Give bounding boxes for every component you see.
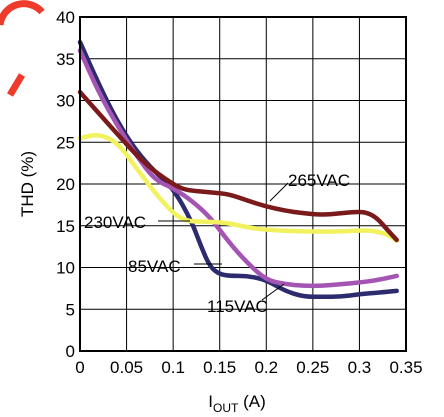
x-tick-label: 0.3 [348,358,372,377]
x-tick-label: 0.15 [203,358,236,377]
chart-grid [80,17,406,351]
y-tick-label: 15 [56,217,75,236]
series-line-230vac [77,133,399,244]
x-tick-labels: 0 0.05 0.1 0.15 0.2 0.25 0.3 0.35 [75,358,422,377]
annotation-leaders [158,182,289,301]
y-tick-label: 35 [56,50,75,69]
y-tick-label: 10 [56,259,75,278]
y-tick-label: 30 [56,92,75,111]
y-axis-title: THD (%) [18,151,37,217]
x-axis-title-sub: OUT [213,401,239,415]
x-tick-label: 0.35 [389,358,422,377]
x-axis-title-unit: (A) [238,392,265,411]
x-axis-title: IOUT (A) [208,392,265,415]
x-tick-label: 0.1 [161,358,185,377]
x-axis-title-main: I [208,392,213,411]
x-tick-label: 0.2 [254,358,278,377]
y-tick-label: 5 [66,300,75,319]
logo-mark [0,0,45,97]
annotation-leader-115vac [261,283,285,301]
plot-frame [79,16,407,352]
series-label-115vac: 115VAC [207,297,268,316]
y-tick-label: 25 [56,133,75,152]
x-tick-label: 0.25 [296,358,329,377]
y-tick-label: 0 [66,342,75,361]
series-line-85vac [77,39,399,299]
series-annotations: 265VAC 230VAC 85VAC 115VAC [84,171,350,316]
series-line-115vac [77,48,399,289]
x-tick-label: 0 [75,358,84,377]
y-tick-label: 40 [56,8,75,27]
y-tick-labels: 0 5 10 15 20 25 30 35 40 [56,8,75,361]
annotation-leader-265vac [269,182,289,202]
series-label-230vac: 230VAC [84,213,146,232]
x-tick-label: 0.05 [110,358,143,377]
series-label-85vac: 85VAC [128,257,181,276]
series-label-265vac: 265VAC [288,171,350,190]
y-tick-label: 20 [56,175,75,194]
series-line-265vac [77,89,399,243]
series-layer [77,39,399,299]
